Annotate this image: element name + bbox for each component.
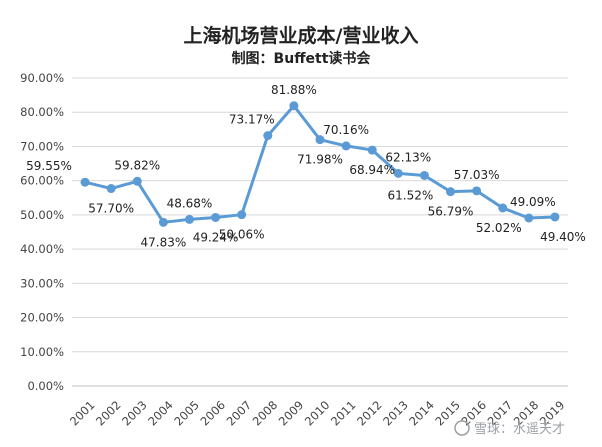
data-point [289, 101, 299, 111]
y-tick-label: 0.00% [27, 379, 64, 393]
data-label: 48.68% [167, 196, 213, 210]
series-layer [80, 101, 560, 227]
data-point [315, 135, 325, 145]
data-label: 59.82% [114, 158, 160, 172]
data-label: 71.98% [297, 153, 343, 167]
data-label: 57.03% [454, 168, 500, 182]
data-label: 49.24% [193, 230, 239, 244]
data-label: 81.88% [271, 83, 317, 97]
data-label: 56.79% [428, 205, 474, 219]
x-tick-label: 2012 [354, 398, 385, 429]
data-label: 57.70% [88, 202, 134, 216]
chart-title: 上海机场营业成本/营业收入 [184, 24, 419, 47]
data-label: 70.16% [323, 123, 369, 137]
data-point [184, 214, 194, 224]
x-tick-label: 2013 [380, 398, 411, 429]
data-point [367, 145, 377, 155]
grid-layer [72, 77, 568, 387]
x-tick-label: 2015 [432, 398, 463, 429]
data-label: 68.94% [349, 163, 395, 177]
data-point [550, 212, 560, 222]
data-point [158, 217, 168, 227]
snowball-logo-icon [454, 420, 470, 436]
watermark-text: 雪球：水遥天才 [474, 422, 565, 437]
data-label: 59.55% [26, 159, 72, 173]
data-labels: 59.55% 57.70% 59.82% 47.83% 48.68% 49.24%50.0… [26, 83, 586, 250]
x-tick-label: 2014 [406, 398, 437, 429]
x-tick-label: 2004 [145, 398, 176, 429]
y-tick-label: 80.00% [20, 105, 64, 119]
y-tick-label: 70.00% [20, 139, 64, 153]
x-tick-label: 2005 [171, 398, 202, 429]
data-point [419, 170, 429, 180]
x-tick-label: 2002 [93, 398, 124, 429]
x-tick-label: 2006 [197, 398, 228, 429]
x-tick-label: 2008 [250, 398, 281, 429]
data-point [393, 168, 403, 178]
data-label: 50.06% [219, 228, 265, 242]
data-label: 73.17% [229, 113, 275, 127]
x-tick-label: 2001 [67, 398, 98, 429]
data-label: 47.83% [140, 235, 186, 249]
chart-subtitle: 制图：Buffett读书会 [232, 50, 372, 67]
watermark: 雪球：水遥天才 [454, 420, 565, 437]
y-tick-label: 60.00% [20, 174, 64, 188]
data-label: 49.09% [510, 195, 556, 209]
y-axis-ticks: 0.00% 10.00% 20.00% 30.00% 40.00% 50.00% 60.00… [20, 71, 64, 393]
data-label: 49.40% [540, 230, 586, 244]
x-tick-label: 2007 [224, 398, 255, 429]
data-point [472, 186, 482, 196]
data-point [446, 187, 456, 197]
y-tick-label: 10.00% [20, 345, 64, 359]
x-tick-label: 2010 [302, 398, 333, 429]
data-point [237, 210, 247, 220]
x-tick-label: 2011 [328, 398, 359, 429]
data-point [106, 184, 116, 194]
y-tick-label: 40.00% [20, 242, 64, 256]
y-tick-label: 30.00% [20, 276, 64, 290]
data-point [263, 131, 273, 141]
data-point [341, 141, 351, 151]
data-point [211, 212, 221, 222]
y-tick-label: 90.00% [20, 71, 64, 85]
x-tick-label: 2003 [119, 398, 150, 429]
x-tick-label: 2009 [276, 398, 307, 429]
data-point [80, 177, 90, 187]
data-label: 61.52% [388, 188, 434, 202]
y-tick-label: 50.00% [20, 208, 64, 222]
data-label: 52.02% [476, 221, 522, 235]
y-tick-label: 20.00% [20, 311, 64, 325]
data-point [498, 203, 508, 213]
data-label: 62.13% [385, 150, 431, 164]
data-point [132, 176, 142, 186]
data-point [524, 213, 534, 223]
